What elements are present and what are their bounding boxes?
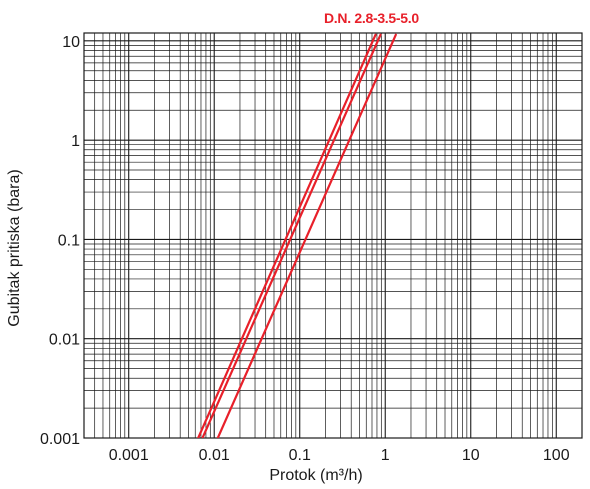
x-tick-label: 1 [381, 447, 390, 464]
x-tick-label: 10 [462, 447, 480, 464]
legend-label: D.N. 2.8-3.5-5.0 [324, 10, 419, 26]
series-line-1 [197, 33, 377, 438]
grid-minor [83, 33, 583, 438]
series-line-2 [201, 33, 382, 438]
y-tick-label: 0.01 [49, 332, 80, 349]
grid-major [83, 32, 583, 439]
y-tick-label: 0.001 [40, 431, 80, 448]
x-tick-label: 100 [543, 447, 570, 464]
x-tick-label: 0.1 [289, 447, 311, 464]
series-line-3 [216, 33, 397, 438]
plot-frame [83, 32, 583, 439]
x-tick-labels: 0.001 0.01 0.1 1 10 100 [109, 447, 570, 464]
plot-background [84, 33, 582, 438]
x-tick-label: 0.001 [109, 447, 149, 464]
y-axis-title: Gubitak pritiska (bara) [6, 169, 23, 326]
x-tick-label: 0.01 [199, 447, 230, 464]
y-tick-label: 1 [71, 133, 80, 150]
series-group [197, 33, 397, 438]
y-tick-label: 0.1 [58, 232, 80, 249]
y-tick-label: 10 [62, 34, 80, 51]
x-axis-title: Protok (m³/h) [269, 467, 362, 484]
y-tick-labels: 0.001 0.01 0.1 1 10 [40, 34, 80, 448]
